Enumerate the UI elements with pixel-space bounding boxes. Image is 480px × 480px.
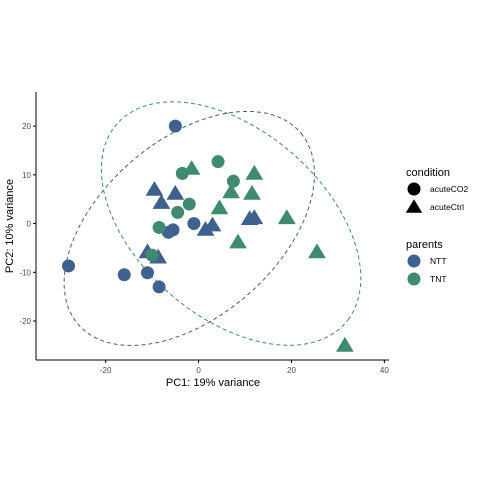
point-tnt-circle — [152, 220, 166, 234]
legend-label-ntt: NTT — [430, 256, 447, 266]
x-axis-title: PC1: 19% variance — [166, 377, 260, 389]
y-tick-label: 20 — [22, 122, 31, 131]
point-ntt-circle — [152, 280, 166, 294]
y-axis-title: PC2: 10% variance — [4, 179, 16, 273]
y-tick-label: -10 — [19, 268, 31, 277]
point-ntt-triangle — [166, 184, 185, 200]
x-axis-ticks: -20 0 20 40 — [100, 360, 389, 375]
y-axis-ticks: -20 -10 0 10 20 — [19, 122, 36, 326]
point-ntt-circle — [117, 268, 131, 282]
legend-key-acuteco2 — [407, 182, 421, 196]
point-tnt-triangle — [243, 184, 261, 200]
point-tnt-triangle — [210, 199, 229, 215]
point-tnt-circle — [211, 155, 225, 169]
point-tnt-triangle — [182, 160, 201, 175]
legend-title-parents: parents — [406, 239, 443, 251]
point-tnt-circle — [182, 197, 196, 211]
point-tnt-circle — [145, 248, 159, 262]
x-tick-label: 40 — [380, 366, 389, 375]
legend-label-acutectrl: acuteCtrl — [430, 202, 464, 212]
point-tnt-triangle — [229, 233, 247, 249]
legend-label-acuteco2: acuteCO2 — [430, 184, 469, 194]
point-tnt-triangle — [277, 209, 296, 225]
x-tick-label: 0 — [196, 366, 201, 375]
point-ntt-triangle — [145, 181, 164, 196]
y-tick-label: -20 — [19, 317, 31, 326]
data-points — [62, 119, 354, 352]
legend-key-acutectrl — [405, 199, 423, 213]
point-ntt-triangle — [203, 216, 222, 232]
legend-label-tnt: TNT — [430, 274, 447, 284]
point-tnt-triangle — [336, 336, 354, 352]
x-tick-label: -20 — [100, 366, 112, 375]
ellipse-ntt — [63, 110, 315, 346]
legend-key-tnt — [407, 272, 421, 286]
point-tnt-circle — [226, 174, 240, 188]
point-ntt-triangle — [152, 194, 171, 209]
point-ntt-circle — [187, 217, 201, 231]
point-tnt-triangle — [245, 164, 264, 180]
legend-title-condition: condition — [406, 167, 450, 179]
confidence-ellipses — [63, 101, 362, 346]
ellipse-tnt — [100, 101, 362, 346]
legend-key-ntt — [407, 254, 421, 268]
y-tick-label: 10 — [22, 171, 31, 180]
axes — [35, 92, 389, 361]
point-tnt-triangle — [308, 243, 326, 259]
y-tick-label: 0 — [27, 220, 32, 229]
point-ntt-circle — [62, 259, 76, 273]
point-tnt-triangle — [222, 183, 240, 199]
point-ntt-triangle — [245, 209, 264, 225]
point-ntt-circle — [140, 266, 154, 280]
point-tnt-circle — [171, 205, 185, 219]
legend: condition acuteCO2 acuteCtrl parents NTT TNT — [405, 167, 469, 286]
point-ntt-circle — [168, 119, 182, 133]
x-tick-label: 20 — [287, 366, 296, 375]
